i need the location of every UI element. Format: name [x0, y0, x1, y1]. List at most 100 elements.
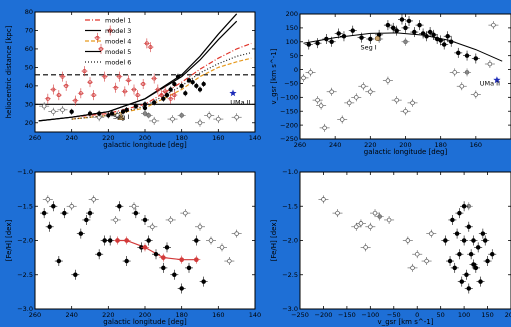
panel_a-open-point	[170, 116, 175, 122]
panel_c-open-point	[69, 204, 74, 209]
panel_c-red-filled-point	[115, 238, 120, 243]
panel_d-open-point	[363, 245, 368, 250]
panel_d-filled-point	[471, 238, 476, 243]
panel_b-filled-point	[431, 32, 436, 38]
panel_a-filled-point	[97, 111, 102, 116]
panel_a-open-point	[216, 116, 221, 122]
panel_d-xtick-label: −100	[361, 311, 379, 319]
panel_c-red-filled-point	[179, 257, 185, 263]
panel_b-xtick-label: 220	[364, 141, 376, 149]
panel_d-open-point	[321, 197, 326, 202]
panel_a-red-point	[95, 35, 100, 40]
panel_a-red-point	[135, 93, 140, 98]
panel_a-annotation: Seg I	[113, 113, 129, 121]
panel_d-gray-point	[377, 214, 382, 219]
panel_c-open-point	[219, 245, 225, 250]
panel_a-ytick-label: 30	[25, 101, 33, 109]
panel_b-ytick-label: 100	[286, 38, 298, 46]
panel_d-filled-point	[471, 262, 476, 267]
panel_b-xtick-label: 180	[434, 141, 446, 149]
panel_c: 260 240 220 200 180 160 140 −3.0 −2.5 −2.0 −1.5 −1.…	[5, 168, 261, 326]
panel_c-ytick-label: −2.5	[17, 271, 33, 279]
panel_a-filled-point	[175, 74, 181, 79]
panel_a-gray-point	[179, 113, 184, 118]
panel_a-red-point	[51, 87, 56, 92]
panel_d-xtick-label: 150	[481, 311, 493, 319]
panel_d-open-point	[372, 210, 378, 216]
panel_a-red-point	[108, 28, 113, 33]
panel_a-filled-point	[161, 96, 166, 101]
panel_c-filled-point	[51, 204, 56, 209]
panel_d-open-point	[335, 210, 340, 216]
panel_c-open-point	[168, 217, 173, 223]
panel_a-red-point	[73, 98, 78, 103]
panel_b-open-point	[329, 89, 334, 95]
panel_d-ytick-label: −2.5	[282, 271, 298, 279]
panel_a-red-point	[99, 46, 103, 51]
panel_b-open-point	[339, 117, 345, 122]
panel_b-filled-point	[424, 33, 429, 39]
panel_c-xtick-label: 240	[65, 311, 77, 319]
panel_c-plot-area	[40, 195, 242, 294]
panel_b-filled-point	[385, 22, 391, 28]
panel_c-open-point	[227, 258, 232, 264]
panel_d-filled-point	[475, 245, 481, 250]
panel_b-ytick-label: −250	[280, 135, 298, 143]
panel_b-ytick-label: 150	[286, 24, 298, 32]
panel_b-axes-frame	[299, 13, 511, 140]
panel_b-ytick-label: 200	[286, 10, 298, 18]
panel_a-open-point	[51, 109, 56, 114]
panel_a-series-line	[71, 42, 252, 118]
panel_b-model-curve	[303, 32, 503, 62]
panel_c-filled-point	[56, 258, 62, 264]
panel_a-red-point	[78, 91, 83, 96]
panel_b-open-point	[368, 89, 373, 95]
panel_d-filled-point	[461, 238, 467, 243]
panel_b-filled-point	[399, 17, 405, 22]
panel_c-open-point	[234, 231, 239, 236]
panel_b-filled-point	[394, 28, 399, 33]
panel_b-filled-point	[341, 33, 347, 39]
panel_b-open-point	[491, 22, 496, 28]
panel_a-ytick-label: 20	[25, 119, 33, 127]
panel_a-red-point	[126, 78, 131, 83]
panel_b-filled-point	[403, 25, 408, 31]
panel_c-open-point	[131, 204, 137, 209]
panel_b-open-point	[315, 97, 320, 103]
panel_d-xtick-label: 100	[458, 311, 470, 319]
panel_a-red-point	[141, 82, 146, 86]
panel_b-open-point	[459, 83, 465, 89]
panel_c-filled-point	[62, 210, 67, 216]
panel_b-filled-point	[438, 38, 443, 43]
panel_d-open-point	[368, 224, 373, 230]
panel_c-red-filled-point	[124, 238, 130, 243]
panel_a-legend-label: model 5	[105, 48, 131, 56]
panel_c-xtick-label: 260	[29, 311, 41, 319]
panel_a-ytick-label: 50	[25, 64, 33, 72]
panel_a-series-line	[38, 20, 238, 122]
panel_a-filled-point	[133, 104, 138, 109]
panel_c-ytick-label: −1.5	[17, 202, 33, 210]
panel_d-open-point	[354, 224, 359, 230]
panel_a-annotation: UMa II	[230, 98, 250, 106]
panel_d: −250 −200 −150 −100 −50 0 50 100 150 200 −3.0 −2.5 −…	[270, 168, 511, 326]
panel_a-xtick-label: 220	[102, 134, 114, 142]
panel_c-filled-point	[41, 210, 47, 216]
panel_c-filled-point	[194, 238, 199, 243]
panel_d-ytick-label: −3.0	[282, 305, 298, 313]
panel_a-filled-point	[183, 91, 188, 96]
panel_d-plot-area	[318, 195, 497, 294]
panel_c-open-point	[91, 197, 96, 202]
panel_a-filled-point	[87, 111, 93, 116]
panel_b-filled-point	[448, 39, 454, 45]
panel_b-open-point	[308, 70, 313, 75]
panel_a-red-point	[163, 89, 168, 94]
panel_c-open-point	[197, 224, 203, 230]
panel_d-filled-point	[461, 204, 467, 209]
panel_c-filled-point	[124, 258, 129, 264]
panel_d-filled-point	[452, 265, 457, 271]
panel_b-annotation: UMa II	[480, 80, 500, 88]
panel_c-xtick-label: 160	[212, 311, 224, 319]
panel_d-filled-point	[450, 217, 455, 223]
panel_a-open-point	[60, 107, 65, 113]
